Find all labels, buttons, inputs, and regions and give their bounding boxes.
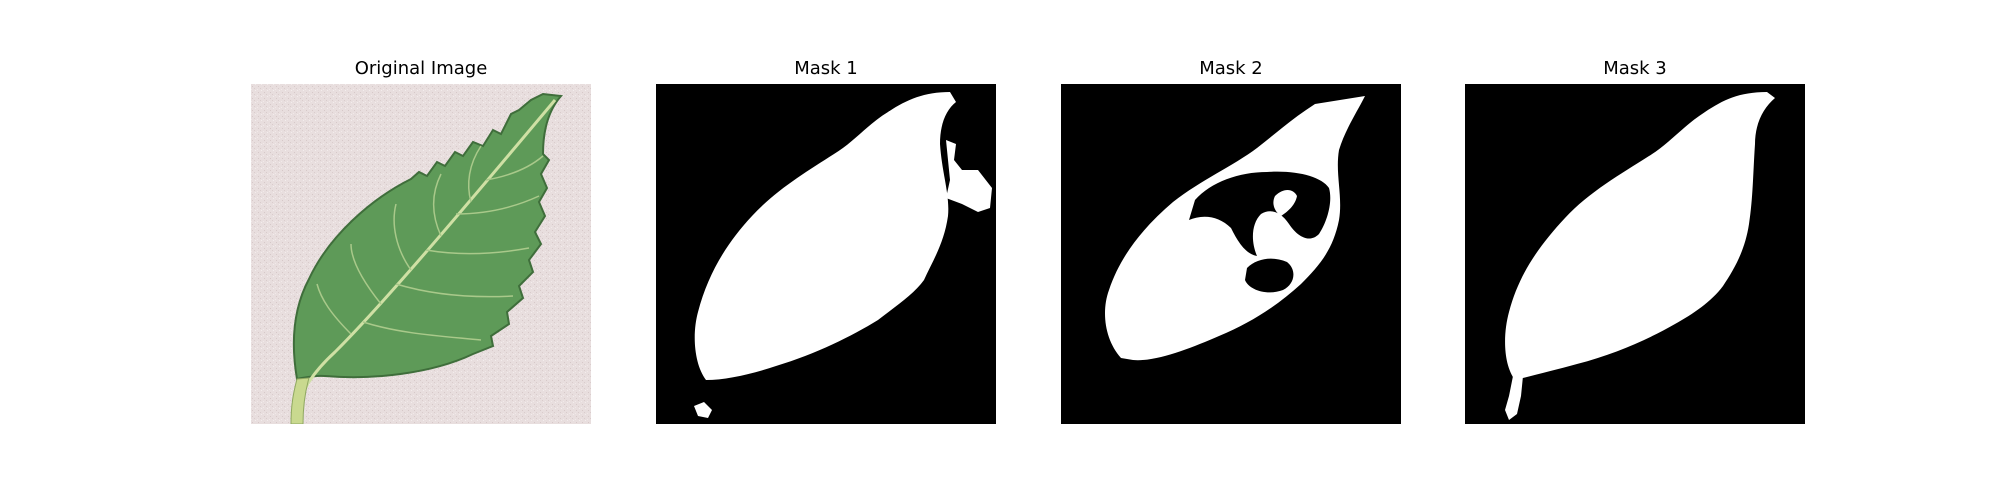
panel-title: Mask 1	[656, 58, 996, 79]
mask-1-image	[656, 84, 996, 424]
panel-title: Mask 2	[1061, 58, 1401, 79]
panel-mask-3: Mask 3	[1465, 0, 1805, 500]
panel-title: Original Image	[251, 58, 591, 79]
panel-mask-1: Mask 1	[656, 0, 996, 500]
panel-original-image: Original Image	[251, 0, 591, 500]
original-leaf-image	[251, 84, 591, 424]
panel-mask-2: Mask 2	[1061, 0, 1401, 500]
mask-2-image	[1061, 84, 1401, 424]
panel-title: Mask 3	[1465, 58, 1805, 79]
mask-3-image	[1465, 84, 1805, 424]
